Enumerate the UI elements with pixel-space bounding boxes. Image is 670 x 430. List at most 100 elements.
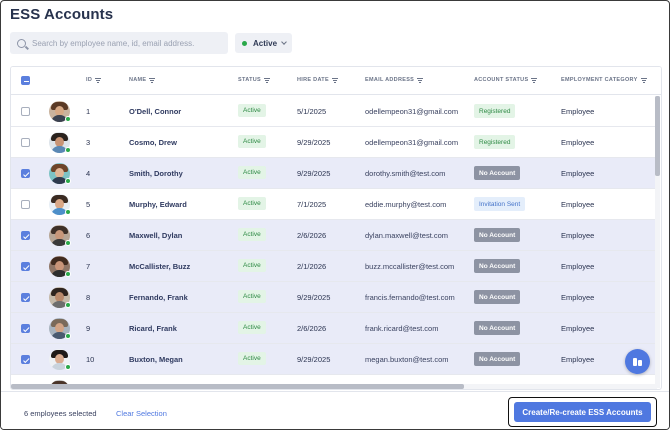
filter-icon[interactable]	[332, 78, 338, 83]
email-address: buzz.mccallister@test.com	[365, 262, 455, 271]
employee-id: 7	[86, 262, 91, 271]
employment-category: Employee	[561, 293, 595, 302]
status-filter-dropdown[interactable]: Active	[235, 33, 292, 53]
status-filter-label: Active	[253, 38, 278, 48]
employee-id: 8	[86, 293, 91, 302]
email-address: eddie.murphy@test.com	[365, 200, 447, 209]
hire-date: 2/6/2026	[297, 231, 327, 240]
employee-id: 5	[86, 200, 91, 209]
table-row[interactable]: 7 McCallister, Buzz 2/1/2026 buzz.mccallist…	[11, 251, 657, 282]
search-input[interactable]	[32, 38, 222, 48]
column-header-hire-date[interactable]: HIRE DATE	[297, 77, 338, 83]
horizontal-scrollbar[interactable]	[11, 384, 657, 389]
account-status-badge: No Account	[474, 290, 521, 304]
select-all-checkbox[interactable]	[21, 76, 30, 85]
status-badge: Active	[238, 321, 266, 334]
online-status-icon	[65, 178, 71, 184]
employment-category: Employee	[561, 355, 595, 364]
employee-name: Fernando, Frank	[129, 293, 188, 302]
employee-id: 6	[86, 231, 91, 240]
row-checkbox[interactable]	[21, 107, 30, 116]
filter-icon[interactable]	[95, 78, 101, 83]
table-row[interactable]: 10 Buxton, Megan 9/29/2025 megan.buxton@tes…	[11, 344, 657, 375]
filter-icon[interactable]	[264, 78, 270, 83]
create-ess-accounts-button[interactable]: Create/Re-create ESS Accounts	[514, 402, 651, 422]
employee-id: 4	[86, 169, 91, 178]
row-checkbox[interactable]	[21, 262, 30, 271]
employee-id: 3	[86, 138, 91, 147]
employee-name: Ricard, Frank	[129, 324, 177, 333]
status-badge: Active	[238, 104, 266, 117]
account-status-badge: No Account	[474, 321, 521, 335]
email-address: dorothy.smith@test.com	[365, 169, 446, 178]
avatar	[49, 194, 71, 215]
email-address: frank.ricard@test.com	[365, 324, 439, 333]
column-header-employment-category[interactable]: EMPLOYMENT CATEGORY	[561, 77, 647, 83]
employee-id: 10	[86, 355, 95, 364]
account-status-badge: Registered	[474, 104, 516, 118]
row-checkbox[interactable]	[21, 200, 30, 209]
hire-date: 9/29/2025	[297, 138, 331, 147]
avatar	[49, 225, 71, 246]
avatar	[49, 132, 71, 153]
employment-category: Employee	[561, 169, 595, 178]
employee-id: 9	[86, 324, 91, 333]
hire-date: 7/1/2025	[297, 200, 327, 209]
filter-icon[interactable]	[641, 78, 647, 83]
email-address: megan.buxton@test.com	[365, 355, 449, 364]
column-header-id[interactable]: ID	[86, 77, 101, 83]
table-row[interactable]: 5 Murphy, Edward 7/1/2025 eddie.murphy@test…	[11, 189, 657, 220]
account-status-badge: No Account	[474, 166, 521, 180]
status-badge: Active	[238, 197, 266, 210]
status-badge: Active	[238, 352, 266, 365]
table-row[interactable]: 8 Fernando, Frank 9/29/2025 francis.fernand…	[11, 282, 657, 313]
email-address: francis.fernando@test.com	[365, 293, 455, 302]
avatar	[49, 287, 71, 308]
account-status-badge: No Account	[474, 352, 521, 366]
row-checkbox[interactable]	[21, 169, 30, 178]
selected-count: 6 employees selected	[24, 409, 97, 418]
vertical-scrollbar-thumb[interactable]	[655, 96, 660, 176]
column-header-account-status[interactable]: ACCOUNT STATUS	[474, 77, 537, 83]
online-status-icon	[65, 116, 71, 122]
table-row[interactable]: 3 Cosmo, Drew 9/29/2025 odellempeon31@gmail…	[11, 127, 657, 158]
email-address: odellempeon31@gmail.com	[365, 107, 459, 116]
filter-icon[interactable]	[531, 78, 537, 83]
chat-button[interactable]	[625, 349, 650, 374]
cta-highlight	[508, 397, 657, 427]
column-header-status[interactable]: STATUS	[238, 77, 270, 83]
table-row[interactable]: 9 Ricard, Frank 2/6/2026 frank.ricard@test.…	[11, 313, 657, 344]
vertical-scrollbar[interactable]	[655, 96, 660, 388]
avatar	[49, 349, 71, 370]
horizontal-scrollbar-thumb[interactable]	[11, 384, 464, 389]
avatar	[49, 101, 71, 122]
status-dot-icon	[242, 40, 247, 46]
employment-category: Employee	[561, 324, 595, 333]
employee-name: Buxton, Megan	[129, 355, 183, 364]
row-checkbox[interactable]	[21, 324, 30, 333]
online-status-icon	[65, 333, 71, 339]
filter-icon[interactable]	[149, 78, 155, 83]
hire-date: 2/1/2026	[297, 262, 327, 271]
page-title: ESS Accounts	[10, 6, 114, 23]
employment-category: Employee	[561, 231, 595, 240]
row-checkbox[interactable]	[21, 355, 30, 364]
search-box[interactable]	[10, 32, 228, 54]
employment-category: Employee	[561, 200, 595, 209]
clear-selection-link[interactable]: Clear Selection	[116, 409, 167, 418]
table-row[interactable]: 6 Maxwell, Dylan 2/6/2026 dylan.maxwell@tes…	[11, 220, 657, 251]
column-header-name[interactable]: NAME	[129, 77, 155, 83]
email-address: dylan.maxwell@test.com	[365, 231, 449, 240]
employee-name: Maxwell, Dylan	[129, 231, 183, 240]
column-header-email[interactable]: EMAIL ADDRESS	[365, 77, 423, 83]
employees-table: ID NAME STATUS HIRE DATE EMAIL ADDRESS A…	[10, 66, 662, 390]
table-row[interactable]: 1 O'Dell, Connor 5/1/2025 odellempeon31@gma…	[11, 96, 657, 127]
filter-icon[interactable]	[417, 78, 423, 83]
online-status-icon	[65, 240, 71, 246]
row-checkbox[interactable]	[21, 293, 30, 302]
row-checkbox[interactable]	[21, 138, 30, 147]
hire-date: 9/29/2025	[297, 355, 331, 364]
table-header: ID NAME STATUS HIRE DATE EMAIL ADDRESS A…	[11, 67, 661, 95]
row-checkbox[interactable]	[21, 231, 30, 240]
table-row[interactable]: 4 Smith, Dorothy 9/29/2025 dorothy.smith@te…	[11, 158, 657, 189]
